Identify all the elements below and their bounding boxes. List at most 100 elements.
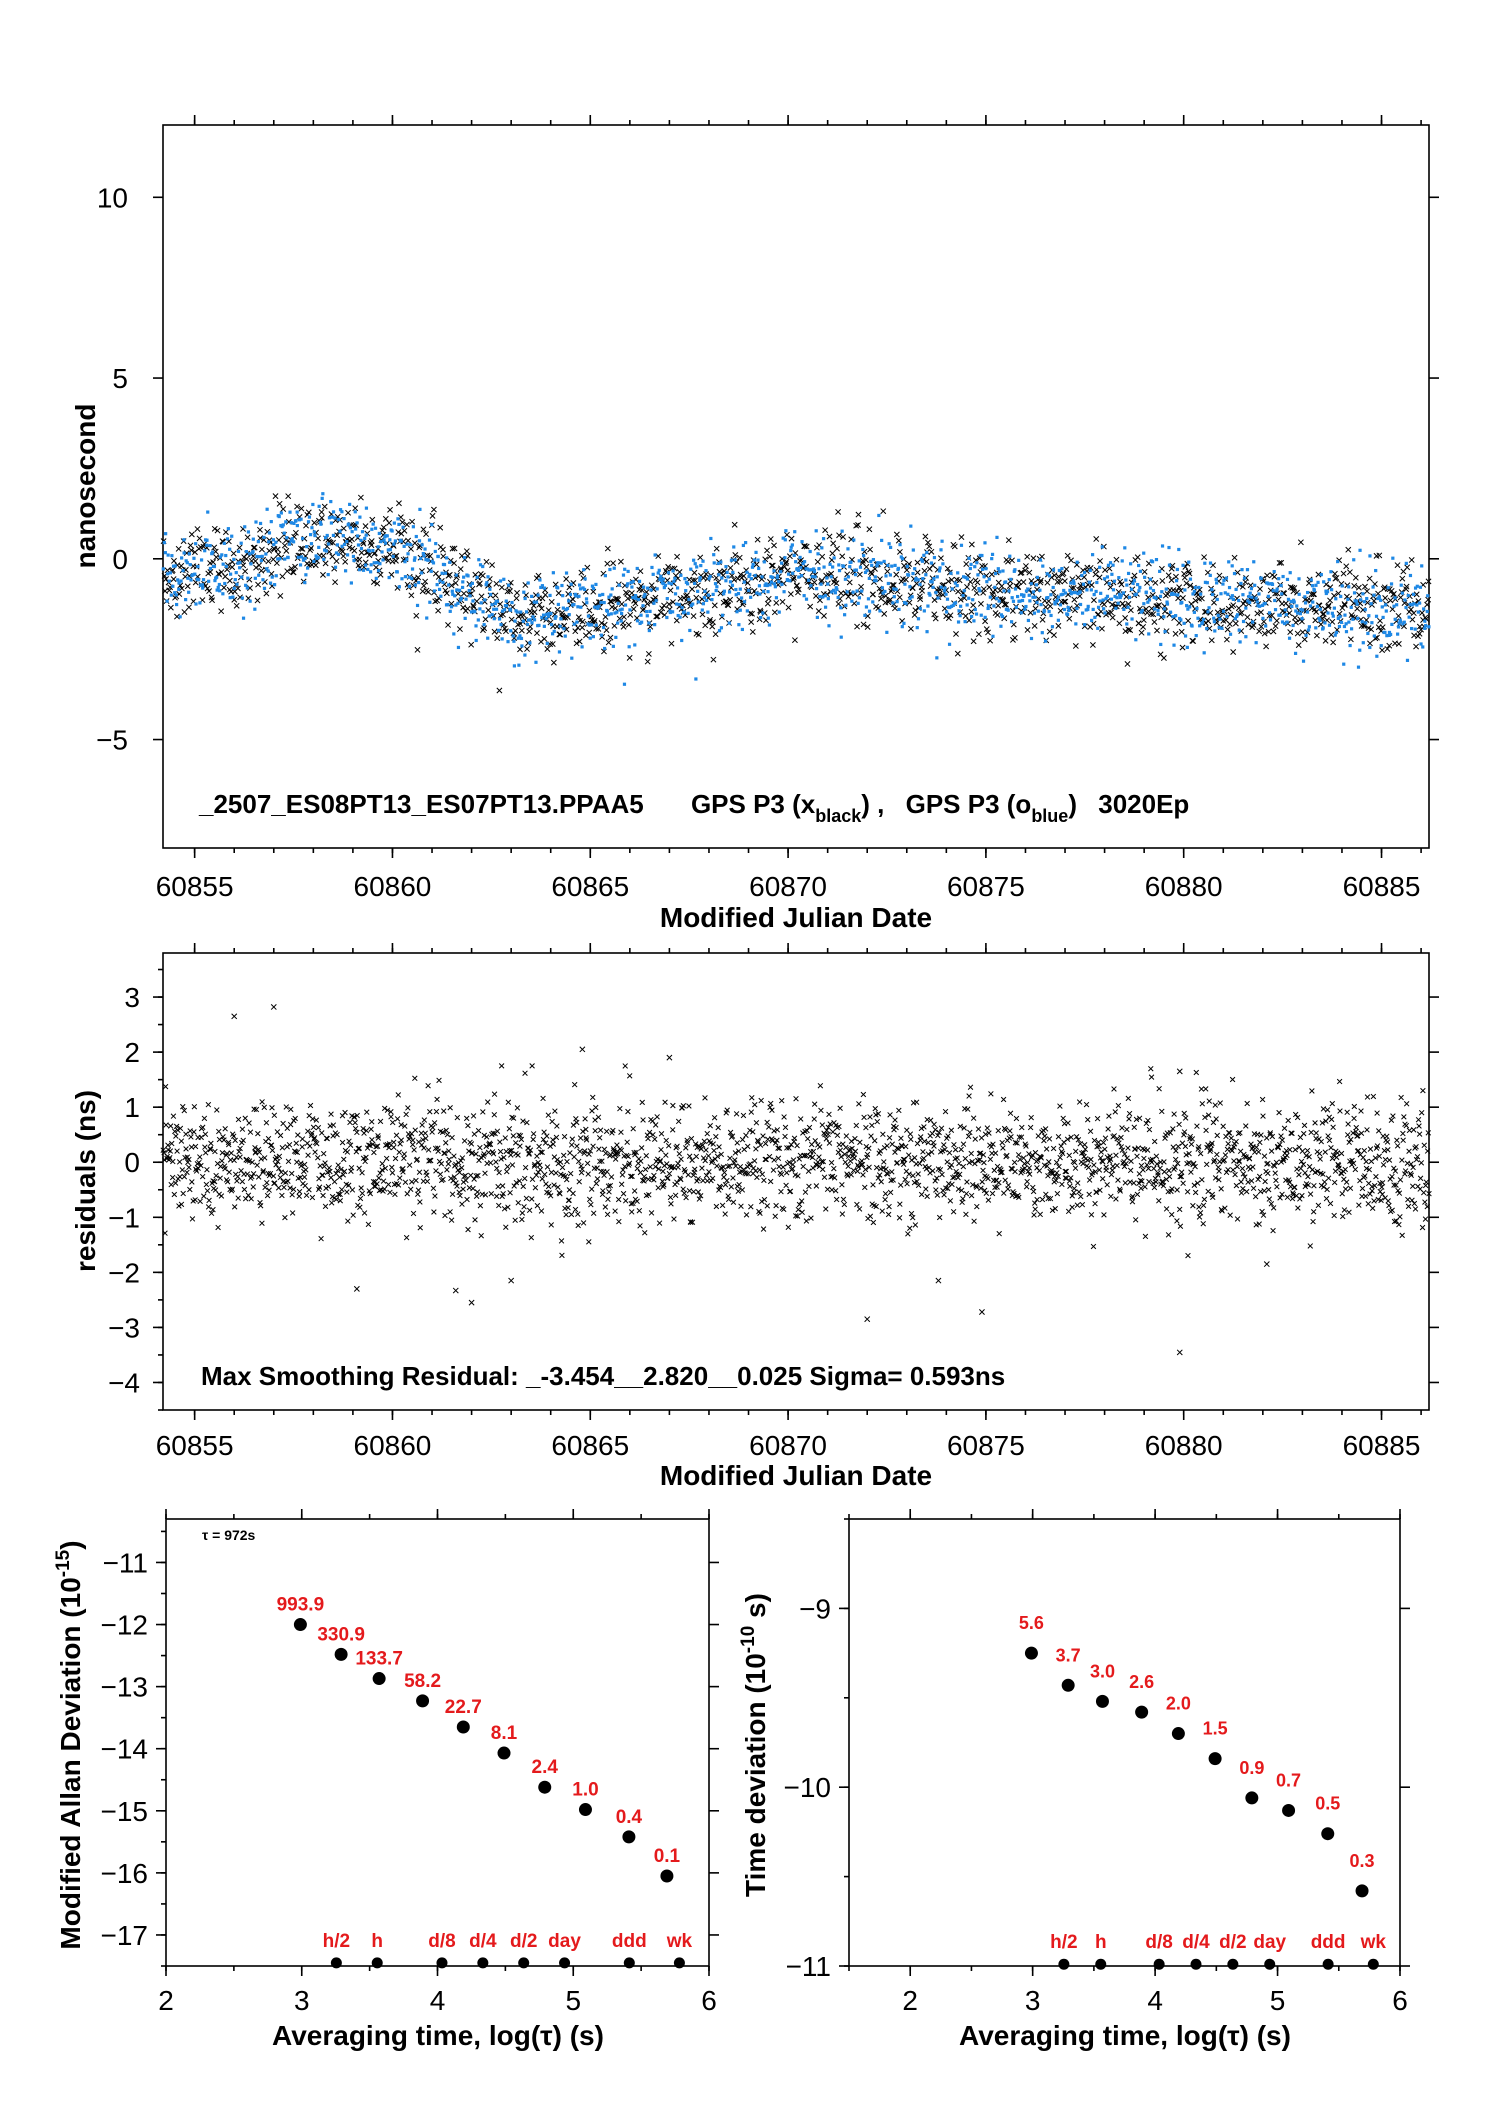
p2-point [582,1116,588,1122]
p2-point [727,1129,734,1136]
p1-point-blue [488,592,493,597]
p1-point-black [1384,645,1391,652]
p1-point-blue [372,561,376,565]
p1-point-blue [323,548,327,552]
x-tick-label: 60865 [551,1430,629,1461]
p1-point-blue [918,606,922,611]
p1-point-black [765,595,772,602]
p1-point-blue [712,561,716,565]
p1-point-black [727,596,734,603]
p1-point-blue [999,613,1003,617]
p1-point-blue [1384,609,1388,613]
p2-point [570,1190,576,1197]
p2-point [1028,1114,1034,1121]
p1-point-black [423,531,430,538]
p2-point [1101,1212,1107,1218]
p1-point-blue [474,624,478,628]
p2-point [377,1170,383,1176]
p1-point-blue [364,533,368,537]
p2-point [283,1104,290,1110]
p2-point [1115,1177,1121,1183]
p1-point-blue [1060,567,1064,571]
p1-point-blue [740,627,745,632]
p2-point [845,1173,851,1179]
p1-point-blue [633,593,638,598]
p1-point-blue [1124,578,1128,582]
p1-point-blue [419,556,423,561]
p1-point-blue [655,587,659,591]
p1-point-blue [539,585,543,590]
p2-point [618,1129,624,1135]
p2-point [896,1215,903,1221]
p1-point-blue [1142,551,1146,555]
p1-point-blue [498,579,503,583]
p1-point-blue [331,515,335,519]
p1-point-blue [698,576,702,580]
p1-point-black [659,605,666,612]
p2-point [823,1127,830,1134]
p1-point-blue [203,549,207,553]
p2-point [878,1178,884,1185]
p1-point-blue [1063,591,1068,595]
p2-point [894,1160,901,1166]
p2-point [497,1148,504,1155]
p1-point-black [1390,590,1397,597]
p2-point [936,1214,943,1221]
p1-point-blue [986,606,990,611]
p1-point-blue [459,596,463,600]
p2-point [595,1114,602,1120]
p1-point-blue [358,515,362,519]
p1-point-blue [1356,665,1361,669]
p1-point-black [608,598,615,605]
p1-point-blue [1237,598,1241,603]
p1-point-blue [1355,602,1359,606]
p1-point-blue [942,589,947,593]
p1-point-black [856,571,863,578]
p1-point-blue [425,616,429,620]
p1-point-blue [832,556,836,560]
p1-point-blue [889,545,893,550]
p1-tag: 3020Ep [1098,789,1189,819]
p1-point-blue [1202,617,1206,622]
p2-point [1119,1125,1125,1131]
p1-point-blue [1275,587,1279,591]
p1-point-blue [1285,620,1289,624]
p1-point-blue [662,586,666,590]
p1-point-blue [1237,628,1241,632]
p1-point-blue [1098,565,1102,569]
p2-point [311,1135,318,1141]
p1-point-blue [1363,608,1367,612]
p1-point-black [209,597,216,604]
p1-point-black [890,582,897,589]
p1-point-black [958,534,965,541]
p1-point-black [748,619,755,626]
p2-point [645,1135,651,1142]
p1-point-blue [903,582,907,586]
p2-point [646,1129,653,1136]
p2-point [603,1150,609,1157]
p1-point-blue [852,538,856,542]
p2-point [602,1204,609,1210]
p1-point-black [171,557,177,564]
p1-point-blue [1024,589,1029,593]
p1-point-black [531,609,538,616]
p1-point-blue [375,561,379,565]
p2-point [574,1143,580,1149]
p1-point-black [1394,562,1401,569]
p2-point [364,1109,370,1115]
p1-point-blue [767,623,772,627]
p1-point-blue [1301,608,1305,612]
p2-point [691,1166,698,1173]
p2-point [522,1070,528,1076]
p2-point [976,1150,983,1157]
p1-point-black [783,531,790,538]
p2-point [749,1094,755,1101]
p2-point [1169,1186,1175,1192]
p1-point-blue [591,586,596,591]
p1-point-black [764,600,771,607]
y-tick-label: −1 [108,1202,140,1233]
p2-point [1151,1165,1157,1172]
p1-point-black [340,553,347,560]
p1-point-black [1403,583,1410,590]
p1-point-black [783,558,790,565]
